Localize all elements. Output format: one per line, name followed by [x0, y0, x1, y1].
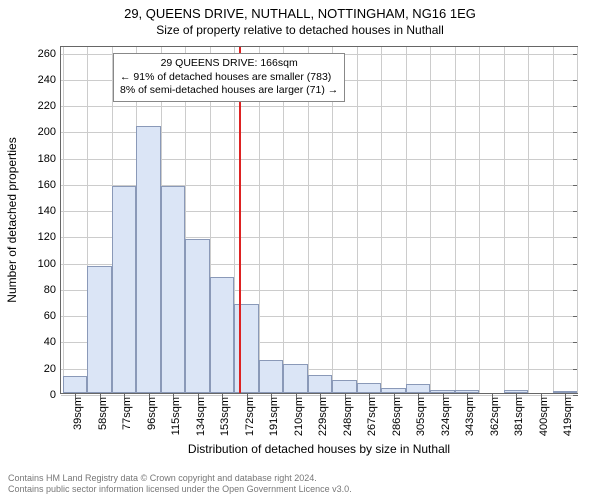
histogram-bar — [406, 384, 431, 393]
ytick-label: 0 — [50, 389, 61, 401]
gridline-v — [63, 47, 64, 393]
ytick-label: 80 — [44, 284, 61, 296]
xtick-label: 381sqm — [516, 377, 528, 416]
histogram-bar — [283, 364, 308, 393]
ytick-label: 120 — [38, 231, 61, 243]
ytick-label: 240 — [38, 74, 61, 86]
annotation-line: 8% of semi-detached houses are larger (7… — [120, 84, 338, 98]
gridline-v — [577, 47, 578, 393]
annotation-line: ← 91% of detached houses are smaller (78… — [120, 71, 338, 85]
xtick-label: 343sqm — [467, 377, 479, 416]
footer-line-2: Contains public sector information licen… — [8, 484, 352, 496]
xtick-label: 324sqm — [443, 377, 455, 416]
histogram-bar — [381, 388, 406, 393]
ytick-label: 20 — [44, 363, 61, 375]
ytick-label: 40 — [44, 336, 61, 348]
annotation-line: 29 QUEENS DRIVE: 166sqm — [120, 57, 338, 71]
chart-subtitle: Size of property relative to detached ho… — [0, 21, 600, 37]
gridline-v — [504, 47, 505, 393]
ytick-label: 200 — [38, 126, 61, 138]
gridline-v — [381, 47, 382, 393]
gridline-v — [528, 47, 529, 393]
histogram-bar — [308, 375, 333, 393]
histogram-bar — [259, 360, 284, 393]
histogram-bar — [455, 390, 480, 393]
histogram-bar — [185, 239, 210, 393]
histogram-bar — [357, 383, 382, 394]
ytick-label: 160 — [38, 179, 61, 191]
histogram-bar — [161, 186, 186, 393]
chart-container: 29, QUEENS DRIVE, NUTHALL, NOTTINGHAM, N… — [0, 0, 600, 500]
gridline-v — [455, 47, 456, 393]
ytick-label: 180 — [38, 153, 61, 165]
histogram-bar — [210, 277, 235, 393]
footer-attribution: Contains HM Land Registry data © Crown c… — [8, 473, 352, 496]
xtick-label: 419sqm — [565, 377, 577, 416]
histogram-bar — [332, 380, 357, 393]
ytick-label: 100 — [38, 258, 61, 270]
annotation-box: 29 QUEENS DRIVE: 166sqm← 91% of detached… — [113, 53, 345, 102]
gridline-v — [430, 47, 431, 393]
histogram-bar — [87, 266, 112, 393]
y-axis-label: Number of detached properties — [5, 137, 19, 302]
xtick-label: 362sqm — [492, 377, 504, 416]
xtick-label: 286sqm — [394, 377, 406, 416]
histogram-bar — [553, 391, 578, 393]
gridline-h — [61, 106, 577, 107]
gridline-v — [406, 47, 407, 393]
x-axis-label: Distribution of detached houses by size … — [188, 442, 450, 456]
footer-line-1: Contains HM Land Registry data © Crown c… — [8, 473, 352, 485]
chart-title: 29, QUEENS DRIVE, NUTHALL, NOTTINGHAM, N… — [0, 0, 600, 21]
histogram-bar — [430, 390, 455, 393]
gridline-v — [479, 47, 480, 393]
ytick-label: 60 — [44, 310, 61, 322]
histogram-bar — [136, 126, 161, 393]
xtick-label: 400sqm — [541, 377, 553, 416]
histogram-bar — [112, 186, 137, 393]
ytick-label: 220 — [38, 100, 61, 112]
ytick-label: 140 — [38, 205, 61, 217]
gridline-v — [357, 47, 358, 393]
histogram-bar — [504, 390, 529, 393]
plot-area: 02040608010012014016018020022024026039sq… — [60, 46, 578, 394]
gridline-v — [553, 47, 554, 393]
histogram-bar — [63, 376, 88, 393]
ytick-label: 260 — [38, 48, 61, 60]
